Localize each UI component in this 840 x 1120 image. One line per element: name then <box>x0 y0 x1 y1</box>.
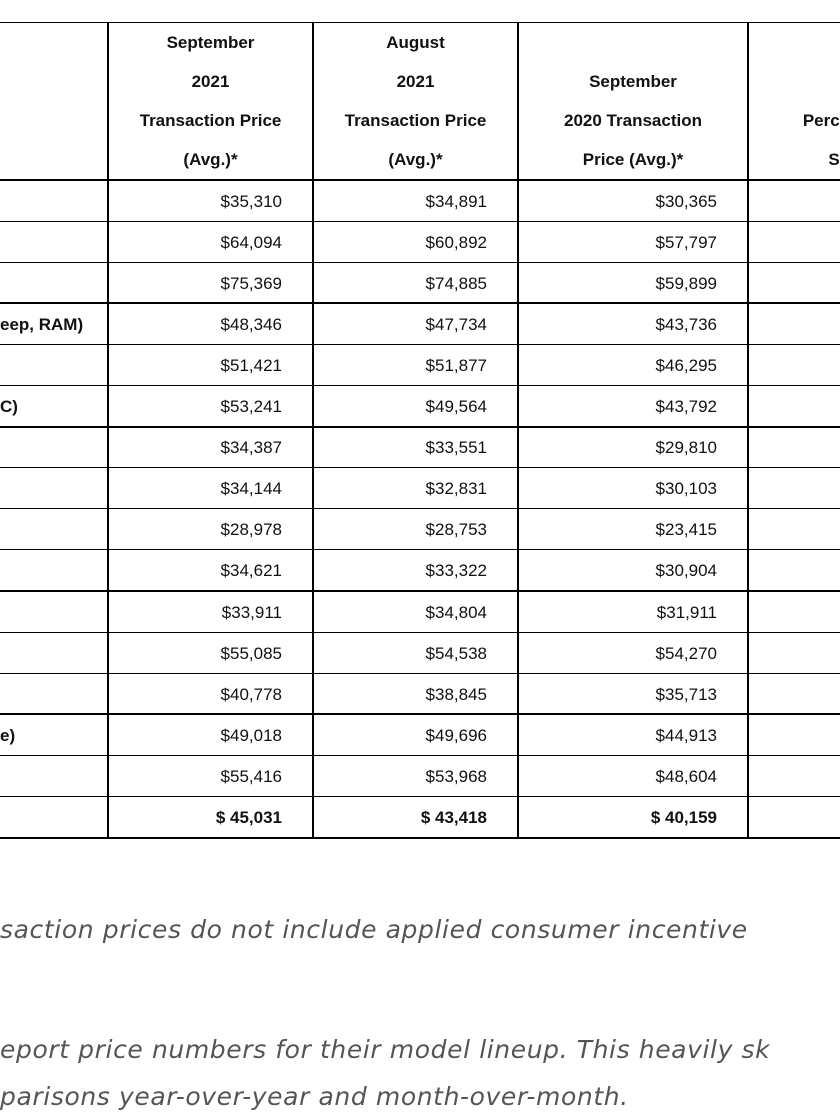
cell: $30,103 <box>655 479 717 499</box>
cell: $59,899 <box>655 273 717 293</box>
header-text: August <box>386 33 445 52</box>
row-border <box>0 713 840 716</box>
column-border <box>107 22 109 838</box>
cell: $54,270 <box>655 643 717 663</box>
cell: $33,322 <box>425 561 487 581</box>
row-border <box>0 261 840 263</box>
cell: $44,913 <box>655 725 717 745</box>
cell: $60,892 <box>425 232 487 252</box>
header-text: Percent <box>802 111 840 130</box>
column-border <box>312 22 314 838</box>
row-border <box>0 590 840 592</box>
header-text: (Avg.)* <box>388 150 443 169</box>
cell: $43,736 <box>655 314 717 334</box>
cell: $49,018 <box>220 725 282 745</box>
cell: $33,911 <box>221 602 282 622</box>
cell: $30,365 <box>655 191 717 211</box>
row-border <box>0 302 840 305</box>
header-text: 2021 <box>191 72 230 91</box>
cell: $ 43,418 <box>420 808 487 828</box>
cell: $34,891 <box>425 191 487 211</box>
column-border <box>517 22 519 838</box>
cell: $30,904 <box>655 561 717 581</box>
header-text: S <box>828 150 840 169</box>
row-border <box>0 549 840 551</box>
cell: $35,713 <box>655 684 717 704</box>
row-border <box>0 22 840 23</box>
cell: $43,792 <box>655 397 717 417</box>
row-label: e) <box>0 725 16 745</box>
cell: $46,295 <box>655 355 717 375</box>
cell: $ 40,159 <box>650 808 717 828</box>
header-text: September <box>589 72 677 91</box>
header-text: Price (Avg.)* <box>582 150 684 169</box>
cell: $40,778 <box>220 684 282 704</box>
cell: $74,885 <box>425 273 487 293</box>
cell: $34,621 <box>220 561 282 581</box>
note-line: saction prices do not include applied co… <box>0 915 748 944</box>
cell: $47,734 <box>425 314 487 334</box>
cell: $54,538 <box>425 643 487 663</box>
cell: $48,346 <box>220 314 282 334</box>
row-border <box>0 385 840 386</box>
note-line: parisons year-over-year and month-over-m… <box>0 1082 629 1111</box>
row-border <box>0 631 840 633</box>
row-border <box>0 343 840 345</box>
cell: $33,551 <box>425 438 487 458</box>
row-border <box>0 754 840 756</box>
header-text: 2021 <box>396 72 435 91</box>
cell: $64,094 <box>220 232 282 252</box>
cell: $51,421 <box>220 355 282 375</box>
cell: $28,753 <box>425 520 487 540</box>
header-text: 2020 Transaction <box>564 111 702 130</box>
cell: $55,085 <box>220 643 282 663</box>
cell: $49,696 <box>425 725 487 745</box>
cell: $29,810 <box>655 438 717 458</box>
cell: $55,416 <box>220 766 282 786</box>
cell: $35,310 <box>220 191 282 211</box>
header-text: (Avg.)* <box>183 150 238 169</box>
cell: $32,831 <box>425 479 487 499</box>
cell: $34,804 <box>425 602 487 622</box>
header-text: September <box>166 33 255 52</box>
cell: $53,241 <box>220 397 282 417</box>
row-border <box>0 836 840 839</box>
cell: $ 45,031 <box>215 808 282 828</box>
note-line: eport price numbers for their model line… <box>0 1035 771 1064</box>
row-border <box>0 425 840 428</box>
row-label: C) <box>0 397 18 417</box>
cell: $31,911 <box>656 602 717 622</box>
cell: $57,797 <box>655 232 717 252</box>
cell: $34,387 <box>220 438 282 458</box>
cell: $34,144 <box>220 479 282 499</box>
cell: $53,968 <box>425 766 487 786</box>
cell: $23,415 <box>655 520 717 540</box>
row-border <box>0 467 840 469</box>
cell: $38,845 <box>425 684 487 704</box>
cell: $51,877 <box>425 355 487 375</box>
cell: $48,604 <box>655 766 717 786</box>
cell: $28,978 <box>220 520 282 540</box>
row-border <box>0 796 840 797</box>
row-label: eep, RAM) <box>0 314 84 334</box>
cell: $49,564 <box>425 397 487 417</box>
row-border <box>0 220 840 222</box>
row-border <box>0 179 840 181</box>
row-border <box>0 508 840 510</box>
header-text: Transaction Price <box>344 111 487 130</box>
row-border <box>0 672 840 674</box>
column-border <box>747 22 749 838</box>
cell: $75,369 <box>220 273 282 293</box>
header-text: Transaction Price <box>139 111 282 130</box>
